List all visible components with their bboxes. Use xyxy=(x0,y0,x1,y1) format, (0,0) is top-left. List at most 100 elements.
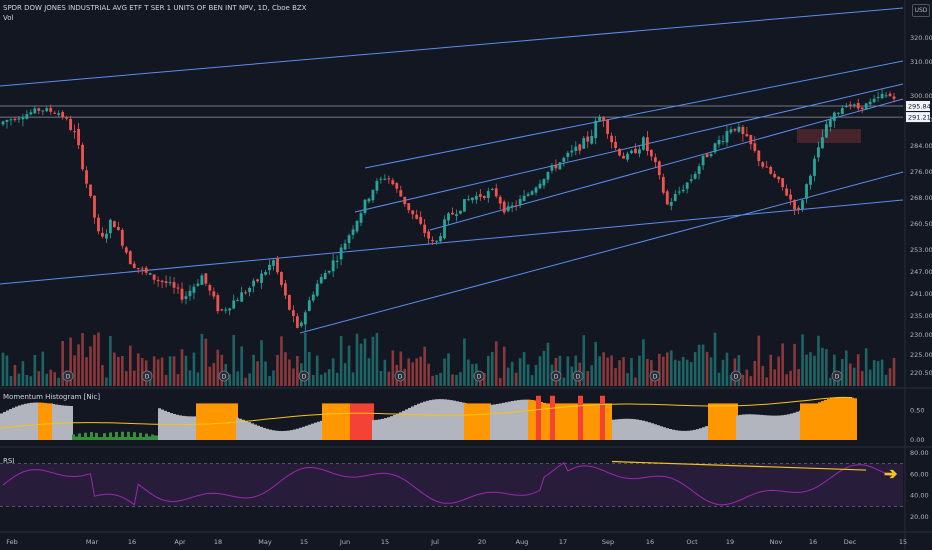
volume-bar xyxy=(793,343,796,386)
volume-bar xyxy=(407,358,411,386)
momentum-bar xyxy=(387,417,390,440)
volume-bar xyxy=(685,359,689,386)
candle-body xyxy=(144,267,148,273)
candle-body xyxy=(836,112,840,114)
momentum-tick-label: 0.00 xyxy=(910,436,924,444)
candle-body xyxy=(248,287,252,293)
price-tick-label: 284.00 xyxy=(910,142,932,150)
price-marker-label: 295.84 xyxy=(908,102,931,110)
volume-bar xyxy=(164,374,168,386)
candle-body xyxy=(307,300,311,312)
momentum-bar xyxy=(257,425,260,440)
momentum-bar xyxy=(588,403,591,440)
candle-body xyxy=(638,149,641,154)
momentum-bar xyxy=(208,403,211,440)
candle-body xyxy=(236,300,240,302)
volume-bar xyxy=(646,358,649,386)
candle-body xyxy=(482,196,486,198)
volume-bar xyxy=(602,352,605,386)
momentum-bar xyxy=(281,431,284,440)
volume-bar xyxy=(435,374,438,386)
momentum-bar xyxy=(417,403,420,440)
candle-body xyxy=(741,126,745,135)
candle-body xyxy=(41,110,45,112)
momentum-bar xyxy=(293,429,296,440)
volume-bar xyxy=(590,365,594,386)
volume-bar xyxy=(753,360,757,386)
momentum-bar xyxy=(793,412,796,440)
momentum-bar xyxy=(408,407,411,440)
candle-body xyxy=(188,290,192,297)
momentum-bar xyxy=(742,414,745,440)
momentum-bar xyxy=(118,437,121,440)
volume-bar xyxy=(522,352,526,386)
momentum-bar xyxy=(92,437,95,440)
momentum-bar xyxy=(130,437,133,440)
momentum-bar xyxy=(154,435,157,440)
momentum-bar xyxy=(657,425,660,440)
momentum-bar xyxy=(127,431,130,440)
candle-body xyxy=(33,108,37,114)
momentum-bar xyxy=(290,430,293,440)
x-tick-label: Feb xyxy=(6,538,18,546)
momentum-bar xyxy=(328,403,331,440)
candle-body xyxy=(415,214,419,219)
volume-bar xyxy=(483,372,486,386)
candle-body xyxy=(773,173,777,178)
momentum-bar xyxy=(435,399,438,440)
candle-body xyxy=(745,134,749,137)
volume-bar xyxy=(821,347,824,386)
momentum-bar xyxy=(226,403,229,440)
momentum-bar xyxy=(229,403,232,440)
rsi-label: RSI xyxy=(3,457,15,465)
candle-body xyxy=(526,194,530,196)
momentum-bar xyxy=(615,419,618,440)
volume-bar xyxy=(371,336,375,386)
momentum-bar xyxy=(84,432,87,440)
volume-bar xyxy=(765,377,769,386)
trend-line xyxy=(0,7,904,87)
momentum-bar xyxy=(585,403,588,440)
momentum-bar xyxy=(839,396,842,440)
momentum-bar xyxy=(672,429,675,440)
volume-bar xyxy=(160,357,164,386)
supply-zone xyxy=(797,129,861,143)
candle-body xyxy=(876,97,880,99)
volume-bar xyxy=(272,370,275,386)
candle-body xyxy=(443,219,446,239)
currency-badge[interactable]: USD xyxy=(912,4,930,17)
momentum-bar xyxy=(639,420,642,440)
volume-bar xyxy=(252,354,255,386)
price-tick-label: 320.00 xyxy=(910,34,932,42)
candle-body xyxy=(817,147,820,158)
momentum-bar xyxy=(426,400,429,440)
candle-body xyxy=(29,112,33,115)
rsi-tick-label: 40.00 xyxy=(910,492,929,500)
momentum-bar xyxy=(75,436,78,440)
volume-bar xyxy=(494,341,498,386)
price-tick-label: 253.00 xyxy=(910,246,932,254)
candle-body xyxy=(872,98,876,103)
candle-body xyxy=(646,137,649,152)
volume-bar xyxy=(888,368,892,386)
momentum-bar xyxy=(757,414,760,440)
price-tick-label: 276.00 xyxy=(910,168,932,176)
candle-body xyxy=(673,193,677,201)
momentum-bar xyxy=(334,403,337,440)
momentum-bar xyxy=(95,432,98,440)
candle-body xyxy=(801,200,804,210)
volume-bar xyxy=(566,356,570,386)
candle-body xyxy=(825,124,828,138)
volume-bar xyxy=(677,360,681,386)
candle-body xyxy=(164,281,168,284)
candle-body xyxy=(602,116,606,121)
momentum-bar xyxy=(453,400,456,440)
momentum-bar xyxy=(624,418,627,440)
volume-bar xyxy=(105,377,108,386)
candle-body xyxy=(514,205,518,207)
candle-body xyxy=(232,300,236,309)
volume-bar xyxy=(805,354,808,386)
candle-body xyxy=(868,101,872,105)
volume-bar xyxy=(614,368,617,386)
